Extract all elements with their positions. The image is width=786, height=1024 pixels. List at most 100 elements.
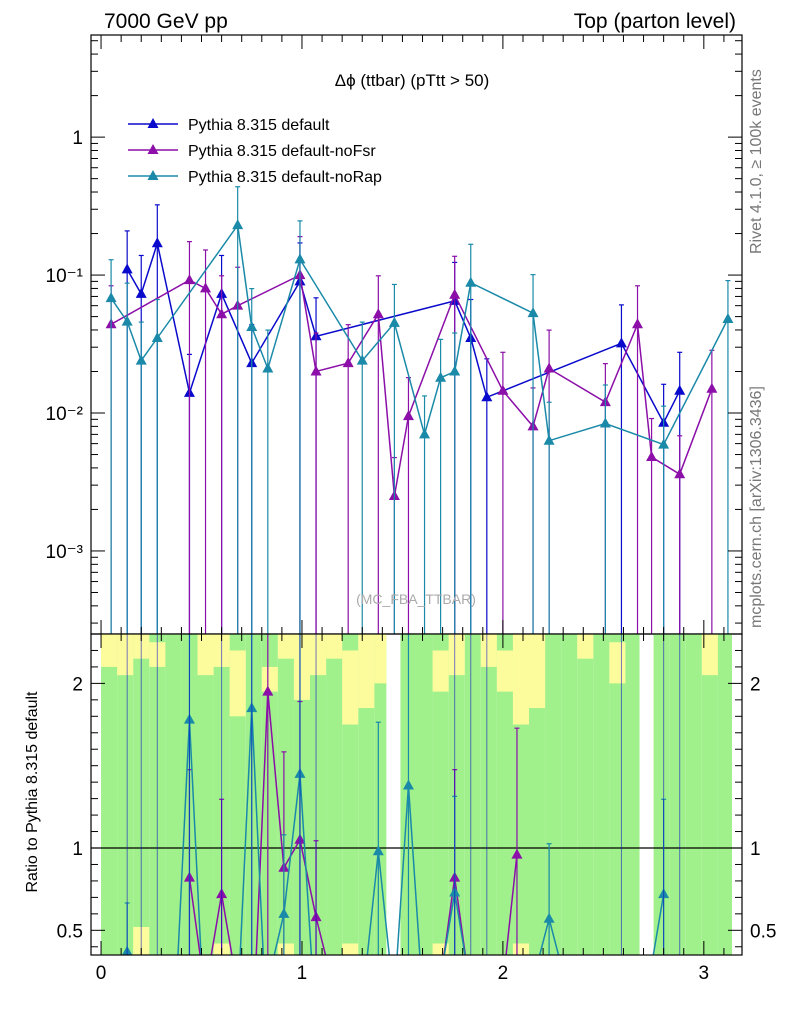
band-yellow (277, 943, 294, 955)
ratio-point (543, 912, 555, 923)
band-green (245, 634, 262, 955)
data-point (183, 274, 195, 285)
ratio-ytick-label-right: 1 (750, 839, 761, 860)
data-point (449, 365, 461, 376)
band-yellow (609, 642, 626, 684)
band-green (717, 634, 732, 955)
ratio-point (402, 779, 414, 790)
band-green (653, 634, 670, 955)
legend-marker (147, 144, 159, 154)
band-green (545, 634, 562, 955)
data-point (105, 292, 117, 303)
ratio-point (262, 685, 274, 696)
plot-title: Δϕ (ttbar) (pTtt > 50) (335, 71, 490, 90)
band-yellow (480, 634, 497, 667)
legend-label: Pythia 8.315 default (188, 117, 330, 134)
data-point (527, 307, 539, 318)
series-line (110, 273, 713, 497)
band-yellow (342, 943, 359, 955)
series-line (110, 223, 729, 446)
data-point (599, 417, 611, 428)
band-green (197, 634, 214, 955)
band-green (685, 634, 702, 955)
band-green (117, 634, 134, 955)
mcplots-label: mcplots.cern.ch [arXiv:1306.3436] (748, 386, 765, 628)
ratio-point (511, 848, 523, 859)
band-green (701, 634, 718, 955)
main-ytick-label: 1 (72, 128, 83, 149)
band-yellow (448, 634, 465, 676)
data-point (372, 308, 384, 319)
band-green (593, 634, 610, 955)
band-green (261, 634, 278, 955)
ratio-point (372, 845, 384, 856)
ratio-marks (91, 634, 742, 955)
band-green (577, 634, 594, 955)
data-point (121, 263, 133, 274)
data-point (121, 315, 133, 326)
data-point (449, 288, 461, 299)
band-yellow (229, 650, 246, 717)
data-point (342, 357, 354, 368)
ratio-ytick-label: 1 (72, 839, 83, 860)
band-yellow (577, 634, 594, 659)
band-yellow (310, 634, 327, 676)
data-point (200, 282, 212, 293)
watermark: (MC_FBA_TTBAR) (356, 591, 476, 607)
main-ytick-label: 10⁻² (46, 404, 84, 425)
band-yellow (261, 666, 278, 692)
band-yellow (432, 650, 449, 692)
legend-marker (147, 118, 159, 128)
data-point (262, 362, 274, 373)
band-green (496, 634, 513, 955)
band-green (374, 634, 387, 955)
header-left: 7000 GeV pp (104, 10, 228, 33)
band-yellow (101, 634, 118, 667)
data-point (135, 354, 147, 365)
data-point (632, 318, 644, 329)
data-point (658, 438, 670, 449)
band-yellow (326, 634, 343, 659)
data-point (151, 331, 163, 342)
data-point (674, 468, 686, 479)
band-green (165, 634, 182, 955)
main-axes: 1 10⁻¹ 10⁻² 10⁻³ (46, 35, 742, 634)
band-green (310, 634, 327, 955)
ratio-plot-panel: 0.5 0.5 1 1 2 2 0 1 2 3 Ratio to Pythia 8.315 def… (24, 633, 776, 984)
ratio-ytick-label: 0.5 (57, 921, 83, 942)
band-green (432, 634, 449, 955)
ratio-ytick-label-right: 2 (750, 674, 761, 695)
data-point (232, 219, 244, 230)
main-ytick-label: 10⁻³ (46, 542, 84, 563)
band-green (326, 634, 343, 955)
xtick-label: 2 (498, 963, 509, 984)
data-point (543, 362, 555, 373)
data-point (497, 384, 509, 395)
data-point (706, 382, 718, 393)
data-point (543, 434, 555, 445)
data-point (646, 450, 658, 461)
main-marks (105, 186, 734, 634)
data-point (615, 337, 627, 348)
data-point (135, 287, 147, 298)
band-yellow (432, 943, 449, 955)
data-point (722, 313, 734, 324)
band-yellow (293, 634, 311, 700)
band-green (464, 634, 481, 955)
header-right: Top (parton level) (574, 10, 736, 33)
band-yellow (117, 634, 134, 676)
band-green (625, 634, 640, 955)
band-green (480, 634, 497, 955)
ratio-frame (90, 633, 743, 956)
data-point (246, 321, 258, 332)
legend-label: Pythia 8.315 default-noRap (188, 169, 382, 186)
xtick-label: 1 (297, 963, 308, 984)
band-green (561, 634, 578, 955)
band-green (448, 634, 465, 955)
band-green (529, 634, 546, 955)
data-point (402, 410, 414, 421)
legend-label: Pythia 8.315 default-noFsr (188, 143, 376, 160)
main-ytick-label: 10⁻¹ (46, 266, 84, 287)
ratio-ytick-label: 2 (72, 674, 83, 695)
